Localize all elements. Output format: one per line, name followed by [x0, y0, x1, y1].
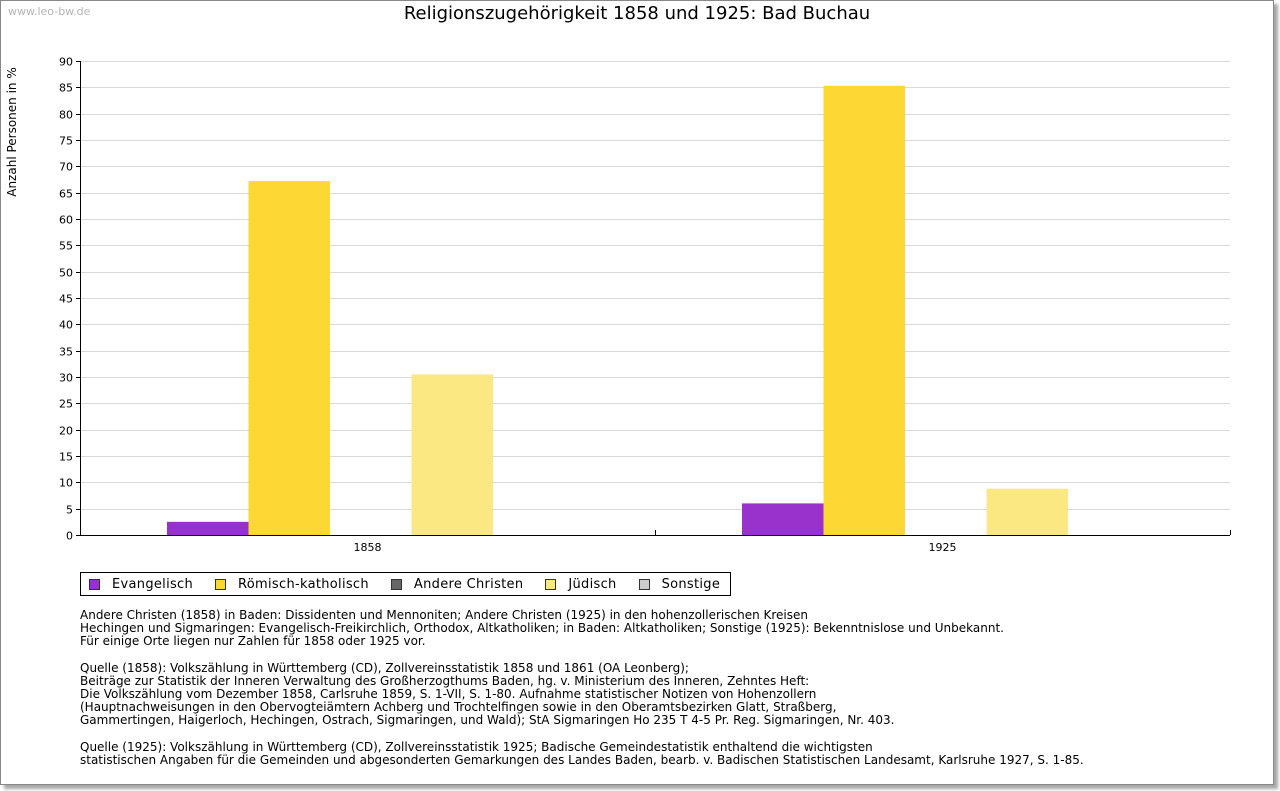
- y-tick-label: 50: [59, 267, 73, 280]
- footnote-line: (Hauptnachweisungen in den Obervogteiämt…: [80, 700, 837, 715]
- footnote-paragraph: Quelle (1925): Volkszählung in Württembe…: [80, 739, 1260, 767]
- watermark[interactable]: www.leo-bw.de: [8, 5, 91, 18]
- footnote-line: Die Volkszählung vom Dezember 1858, Carl…: [80, 687, 817, 702]
- footnote-line: Beiträge zur Statistik der Inneren Verwa…: [80, 673, 810, 688]
- legend: Evangelisch Römisch-katholisch Andere Chri…: [80, 572, 732, 596]
- legend-item: Andere Christen: [390, 576, 524, 592]
- legend-label: Andere Christen: [413, 576, 524, 592]
- bar-r-misch-katholisch-1925: [823, 85, 905, 536]
- y-tick-label: 65: [59, 188, 73, 201]
- bar-r-misch-katholisch-1858: [248, 181, 330, 535]
- legend-item: Sonstige: [638, 576, 721, 592]
- y-tick-label: 40: [59, 319, 73, 332]
- y-tick-label: 30: [59, 372, 73, 385]
- footnote-line: Quelle (1925): Volkszählung in Württembe…: [80, 739, 873, 754]
- legend-item: Jüdisch: [545, 577, 616, 592]
- y-tick-label: 80: [59, 109, 73, 122]
- y-tick-label: 15: [59, 451, 73, 464]
- y-tick-label: 75: [59, 135, 73, 148]
- footnote-line: Quelle (1858): Volkszählung in Württembe…: [80, 660, 689, 675]
- y-tick-label: 10: [59, 477, 73, 490]
- footnote-line: Hechingen und Sigmaringen: Evangelisch-F…: [80, 621, 1004, 636]
- y-tick-label: 45: [59, 293, 73, 306]
- footnote-paragraph: Quelle (1858): Volkszählung in Württembe…: [80, 660, 1260, 728]
- y-tick-label: 70: [59, 161, 73, 174]
- x-tick-label: 1925: [929, 541, 957, 554]
- footnote-paragraph: Andere Christen (1858) in Baden: Disside…: [80, 608, 1260, 649]
- legend-swatch: [638, 578, 650, 590]
- bar-j-disch-1858: [411, 374, 493, 535]
- y-tick-label: 5: [66, 504, 73, 517]
- y-tick-label: 25: [59, 398, 73, 411]
- y-tick-label: 85: [59, 82, 73, 95]
- legend-swatch: [215, 578, 227, 590]
- bar-chart: 0 5 10 15 20 25 30 35 40 45 50 55 60 65 70 75 80 85 90 1858…: [59, 56, 1231, 554]
- legend-label: Evangelisch: [112, 576, 194, 592]
- footnote-line: Gammertingen, Haigerloch, Hechingen, Ost…: [80, 713, 895, 728]
- axes: 0 5 10 15 20 25 30 35 40 45 50 55 60 65 70 75 80 85 90 1858…: [59, 56, 1231, 554]
- legend-swatch: [545, 578, 557, 590]
- footnote-line: Andere Christen (1858) in Baden: Disside…: [80, 608, 808, 622]
- y-tick-label: 60: [59, 214, 73, 227]
- legend-label: Sonstige: [661, 576, 721, 592]
- bar-evangelisch-1858: [167, 521, 249, 535]
- footnotes: Andere Christen (1858) in Baden: Disside…: [80, 608, 1260, 780]
- legend-item: Römisch-katholisch: [215, 577, 369, 592]
- legend-label: Römisch-katholisch: [238, 576, 369, 592]
- y-tick-label: 20: [59, 425, 73, 438]
- legend-swatch: [89, 578, 100, 590]
- y-tick-label: 90: [59, 56, 73, 69]
- y-tick-label: 35: [59, 346, 73, 359]
- bars: [167, 85, 1068, 536]
- legend-item: Evangelisch: [89, 577, 193, 592]
- footnote-line: statistischen Angaben für die Gemeinden …: [80, 752, 1084, 767]
- legend-label: Jüdisch: [568, 576, 617, 592]
- chart-title: Religionszugehörigkeit 1858 und 1925: Ba…: [403, 3, 871, 24]
- y-tick-label: 0: [66, 530, 73, 543]
- bar-evangelisch-1925: [742, 503, 824, 535]
- legend-swatch: [390, 578, 402, 590]
- bar-j-disch-1925: [986, 488, 1068, 535]
- y-tick-label: 55: [59, 240, 73, 253]
- x-tick-label: 1858: [354, 541, 382, 554]
- footnote-line: Für einige Orte liegen nur Zahlen für 18…: [80, 634, 426, 649]
